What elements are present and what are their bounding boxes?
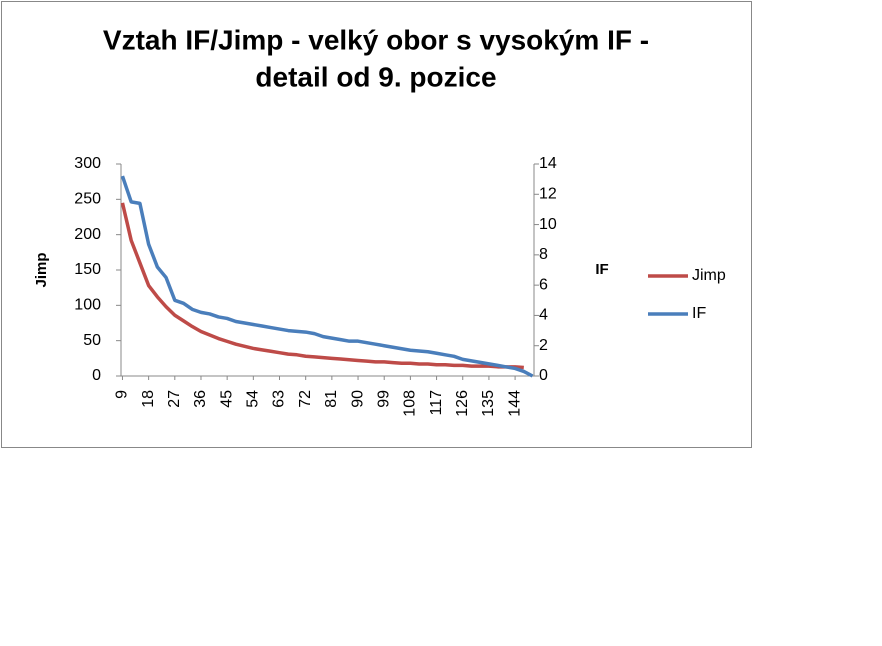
- series-line: [120, 202, 524, 370]
- chart-subtitle: detail od 9. pozice: [255, 61, 496, 92]
- y-tick-label: 50: [83, 332, 101, 349]
- y2-axis-title: IF: [595, 261, 608, 278]
- y2-tick-label: 14: [539, 155, 557, 172]
- y-tick-label: 250: [74, 191, 101, 208]
- x-tick-label: 81: [323, 390, 340, 408]
- x-tick-label: 36: [192, 390, 209, 408]
- legend-label: Jimp: [692, 267, 726, 284]
- y2-tick-label: 12: [539, 186, 557, 203]
- x-tick-label: 63: [271, 390, 288, 408]
- series-line: [120, 175, 534, 378]
- y2-tick-label: 6: [539, 276, 548, 293]
- y2-tick-label: 4: [539, 307, 548, 324]
- x-tick-label: 18: [140, 390, 157, 408]
- y2-tick-label: 0: [539, 367, 548, 384]
- x-tick-label: 9: [114, 390, 131, 399]
- y-tick-label: 150: [74, 261, 101, 278]
- y2-tick-label: 8: [539, 246, 548, 263]
- y-tick-label: 200: [74, 226, 101, 243]
- y-axis-title: Jimp: [33, 252, 50, 287]
- chart-title: Vztah IF/Jimp - velký obor s vysokým IF …: [103, 24, 649, 55]
- x-tick-label: 117: [428, 390, 445, 416]
- x-tick-label: 126: [454, 390, 471, 417]
- x-tick-label: 72: [297, 390, 314, 408]
- x-tick-label: 27: [166, 390, 183, 408]
- x-tick-label: 45: [218, 390, 235, 408]
- y-tick-label: 0: [92, 367, 101, 384]
- legend-label: IF: [692, 305, 706, 322]
- x-tick-label: 135: [480, 390, 497, 417]
- x-tick-label: 99: [375, 390, 392, 408]
- y-tick-label: 300: [74, 155, 101, 172]
- x-tick-label: 144: [506, 390, 523, 417]
- y2-tick-label: 2: [539, 337, 548, 354]
- y2-tick-label: 10: [539, 216, 557, 233]
- y-tick-label: 100: [74, 297, 101, 314]
- x-tick-label: 90: [349, 390, 366, 408]
- x-tick-label: 54: [245, 390, 262, 408]
- x-tick-label: 108: [402, 390, 419, 417]
